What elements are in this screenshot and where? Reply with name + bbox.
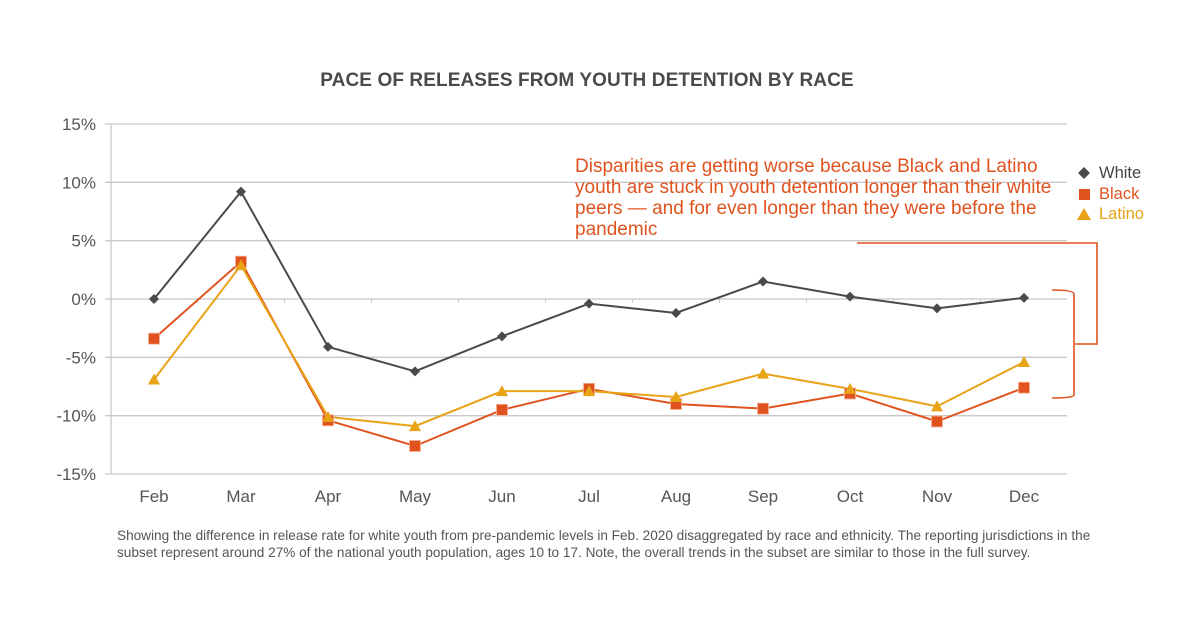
x-tick-label: Sep <box>748 487 778 506</box>
data-point-latino <box>148 373 160 385</box>
y-tick-label: 5% <box>71 232 96 251</box>
data-point-latino <box>670 391 682 402</box>
x-tick-label: Oct <box>837 487 864 506</box>
legend-item-black: Black <box>1076 184 1144 205</box>
data-point-white <box>149 294 159 304</box>
x-tick-label: Aug <box>661 487 691 506</box>
x-tick-label: Nov <box>922 487 953 506</box>
y-tick-label: 0% <box>71 290 96 309</box>
series-markers <box>148 186 1030 452</box>
legend-label-white: White <box>1099 164 1142 182</box>
x-tick-label: Apr <box>315 487 342 506</box>
annotation-connector <box>857 242 1098 345</box>
data-point-black <box>496 403 508 416</box>
data-point-latino <box>496 385 508 397</box>
data-point-black <box>148 332 160 345</box>
legend: White Black Latino <box>1076 163 1144 225</box>
annotation-bracket <box>857 242 1098 399</box>
x-tick-label: May <box>399 487 432 506</box>
legend-label-latino: Latino <box>1099 205 1144 223</box>
data-point-latino <box>844 382 856 394</box>
series-line-latino <box>153 263 1025 428</box>
data-point-black <box>1018 381 1030 394</box>
y-tick-label: -5% <box>66 348 96 367</box>
data-point-latino <box>583 385 595 397</box>
x-tick-label: Jul <box>578 487 600 506</box>
data-point-latino <box>235 259 247 271</box>
chart-annotation: Disparities are getting worse because Bl… <box>575 156 1052 240</box>
legend-label-black: Black <box>1099 184 1140 203</box>
data-point-white <box>1019 292 1029 303</box>
annotation-bracket-line <box>1051 289 1075 399</box>
data-point-white <box>932 303 942 314</box>
y-tick-label: -15% <box>56 465 96 484</box>
triangle-icon <box>1076 205 1094 223</box>
chart-title: PACE OF RELEASES FROM YOUTH DETENTION BY… <box>320 70 854 91</box>
y-tick-label: 10% <box>62 173 96 192</box>
data-point-white <box>410 366 420 377</box>
axes: 15% 10% 5% 0% -5% -10% -15% Feb Mar Apr May Jun Jul A… <box>56 115 1039 506</box>
x-tick-label: Feb <box>139 487 168 506</box>
y-tick-label: -10% <box>56 407 96 426</box>
x-tick-label: Mar <box>226 487 256 506</box>
data-point-white <box>758 276 768 287</box>
data-point-latino <box>931 400 943 412</box>
gridlines <box>105 123 1067 475</box>
data-point-latino <box>322 410 334 422</box>
data-point-latino <box>409 420 421 432</box>
data-point-white <box>584 298 594 309</box>
legend-item-latino: Latino <box>1076 204 1144 225</box>
data-point-black <box>757 402 769 415</box>
data-point-white <box>497 331 507 342</box>
data-point-white <box>323 341 333 352</box>
chart-caption: Showing the difference in release rate f… <box>117 528 1091 560</box>
x-tick-label: Dec <box>1009 487 1040 506</box>
square-icon <box>1076 185 1094 203</box>
y-tick-label: 15% <box>62 115 96 134</box>
data-point-latino <box>1018 356 1030 367</box>
legend-item-white: White <box>1076 163 1144 184</box>
data-point-white <box>236 186 246 197</box>
x-tick-label: Jun <box>488 487 515 506</box>
data-point-white <box>671 308 681 318</box>
diamond-icon <box>1076 164 1094 182</box>
data-point-latino <box>757 367 769 379</box>
data-point-black <box>931 415 943 428</box>
data-point-white <box>845 291 855 302</box>
series-line-black <box>153 260 1025 448</box>
data-point-black <box>409 440 421 452</box>
